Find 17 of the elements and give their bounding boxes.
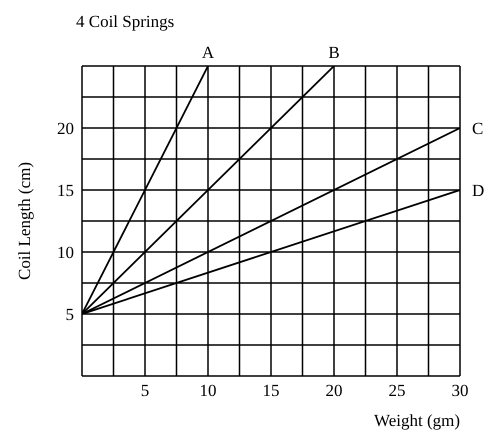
x-tick-label: 10 bbox=[200, 381, 216, 400]
y-tick-label: 15 bbox=[57, 181, 74, 200]
x-tick-label: 25 bbox=[388, 381, 406, 400]
series-label: B bbox=[328, 43, 340, 62]
x-tick-label: 30 bbox=[452, 381, 468, 400]
y-tick-label: 20 bbox=[57, 119, 74, 138]
x-tick-label: 15 bbox=[262, 381, 280, 400]
y-axis-title: Coil Length (cm) bbox=[15, 162, 34, 280]
y-tick-label: 10 bbox=[57, 243, 74, 262]
series-label: C bbox=[472, 119, 484, 138]
chart-title: 4 Coil Springs bbox=[76, 12, 174, 32]
x-tick-label: 20 bbox=[326, 381, 342, 400]
x-axis-title: Weight (gm) bbox=[374, 411, 460, 430]
series-label: A bbox=[202, 43, 215, 62]
x-tick-label: 5 bbox=[140, 381, 150, 400]
y-tick-label: 5 bbox=[66, 305, 74, 324]
series-label: D bbox=[472, 181, 484, 200]
